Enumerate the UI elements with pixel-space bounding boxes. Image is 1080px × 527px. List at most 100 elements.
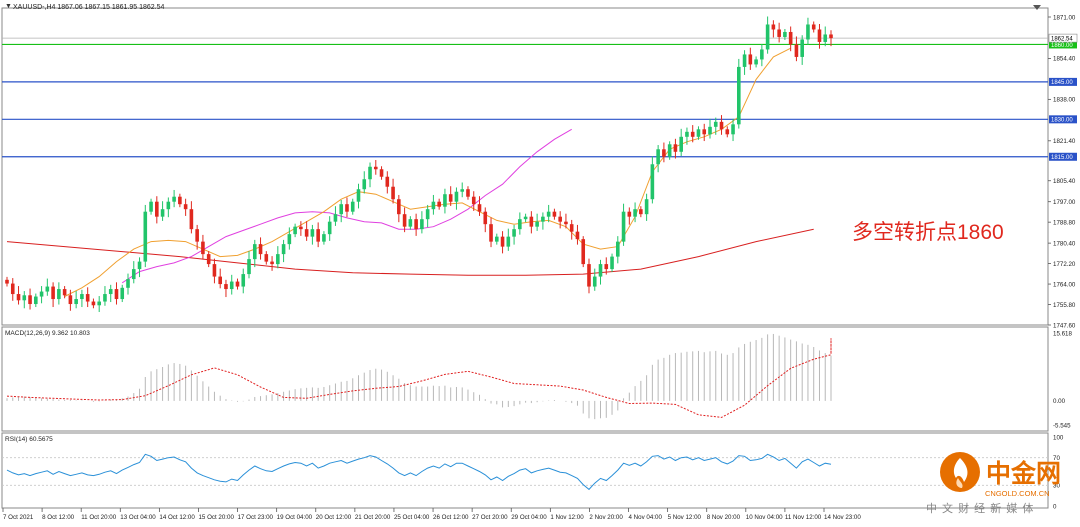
time-tick-label: 1 Nov 12:00 <box>550 514 584 521</box>
candle-body <box>218 276 223 285</box>
candle-body <box>362 179 367 190</box>
candle-body <box>592 276 597 287</box>
candle-body <box>391 186 395 200</box>
candle-body <box>143 211 148 262</box>
candle-body <box>149 201 153 212</box>
candle-body <box>454 191 459 202</box>
candle-body <box>414 219 418 230</box>
candle-body <box>10 283 15 295</box>
candle-body <box>339 204 344 215</box>
candle-body <box>408 219 413 227</box>
candle-body <box>523 216 528 220</box>
candle-body <box>506 236 511 247</box>
macd-tick-label: 0.00 <box>1053 398 1066 405</box>
time-tick-label: 27 Oct 20:00 <box>472 514 508 521</box>
candle-body <box>777 29 781 37</box>
level-tag <box>1049 40 1077 49</box>
candle-body <box>126 279 130 288</box>
price-tag-label: 1862.54 <box>1051 36 1073 42</box>
time-tick-label: 2 Nov 20:00 <box>589 514 623 521</box>
candle-body <box>327 221 332 235</box>
candle-body <box>765 24 770 50</box>
candle-body <box>610 256 614 270</box>
symbol-header: XAUUSD-,H4 1867.06 1867.15 1861.95 1862.… <box>13 4 164 11</box>
candle-body <box>800 39 804 57</box>
candle-body <box>829 34 833 39</box>
candle-body <box>558 216 562 222</box>
candle-body <box>420 219 424 230</box>
candle-body <box>742 54 747 67</box>
candle-body <box>91 301 96 306</box>
candle-body <box>224 284 228 290</box>
time-tick-label: 26 Oct 12:00 <box>433 514 469 521</box>
candle-body <box>201 241 205 255</box>
candle-body <box>287 234 292 245</box>
price-tick-label: 1772.20 <box>1053 261 1076 268</box>
time-tick-label: 25 Oct 04:00 <box>394 514 430 521</box>
time-tick-label: 15 Oct 20:00 <box>198 514 234 521</box>
candle-body <box>172 196 176 202</box>
rsi-panel-frame <box>1 432 1049 509</box>
candle-body <box>702 129 707 135</box>
rsi-line <box>6 453 832 491</box>
candle-body <box>229 281 234 290</box>
macd-tick-label: 15.618 <box>1053 330 1072 337</box>
price-tick-label: 1871.00 <box>1053 14 1076 21</box>
candle-body <box>788 31 793 45</box>
level-tag-label: 1845.00 <box>1051 80 1073 86</box>
price-tick-label: 1821.40 <box>1053 138 1076 145</box>
candle-body <box>448 194 453 202</box>
candle-body <box>97 301 101 306</box>
time-tick-label: 13 Oct 04:00 <box>120 514 156 521</box>
candle-body <box>696 129 701 137</box>
rsi-plot[interactable] <box>2 453 1048 491</box>
candle-body <box>5 279 9 284</box>
candle-body <box>518 219 522 230</box>
candle-body <box>552 211 557 217</box>
candle-body <box>431 201 436 210</box>
candle-body <box>276 254 280 265</box>
level-tag <box>1049 152 1077 161</box>
time-tick-label: 29 Oct 04:00 <box>511 514 547 521</box>
time-tick-label: 19 Oct 04:00 <box>277 514 313 521</box>
candle-body <box>564 221 568 225</box>
candle-body <box>512 229 516 237</box>
candle-body <box>754 59 758 65</box>
candle-body <box>270 261 274 265</box>
candle-body <box>604 264 609 270</box>
candle-body <box>460 189 465 192</box>
candle-body <box>212 264 217 277</box>
candle-body <box>708 126 712 135</box>
candle-body <box>22 295 27 301</box>
candle-body <box>74 299 78 305</box>
chart-shift-icon[interactable] <box>1033 5 1041 10</box>
chart-menu-arrow-icon[interactable]: ▼ <box>5 3 12 10</box>
macd-plot[interactable] <box>6 333 832 420</box>
price-tag <box>1048 33 1078 43</box>
candle-body <box>310 229 315 237</box>
candle-body <box>725 129 730 135</box>
candle-body <box>627 211 632 217</box>
candle-body <box>483 211 488 225</box>
candle-body <box>85 294 90 302</box>
level-tag-label: 1860.00 <box>1051 43 1073 49</box>
candle-body <box>316 229 320 242</box>
candle-body <box>252 244 257 260</box>
candle-body <box>57 289 61 300</box>
ma-slow-line <box>6 228 814 276</box>
price-plot[interactable] <box>2 16 1048 313</box>
candle-body <box>34 296 38 305</box>
candle-body <box>690 131 695 137</box>
candle-body <box>811 24 816 30</box>
rsi-tick-label: 100 <box>1053 434 1064 441</box>
level-tag <box>1049 77 1077 86</box>
candle-body <box>569 224 574 232</box>
candle-body <box>235 281 240 287</box>
price-tick-label: 1805.40 <box>1053 178 1076 185</box>
time-tick-label: 7 Oct 2021 <box>3 514 34 521</box>
candle-body <box>62 289 67 296</box>
candle-body <box>760 49 764 60</box>
time-tick-label: 11 Nov 12:00 <box>785 514 822 521</box>
candle-body <box>68 295 73 305</box>
